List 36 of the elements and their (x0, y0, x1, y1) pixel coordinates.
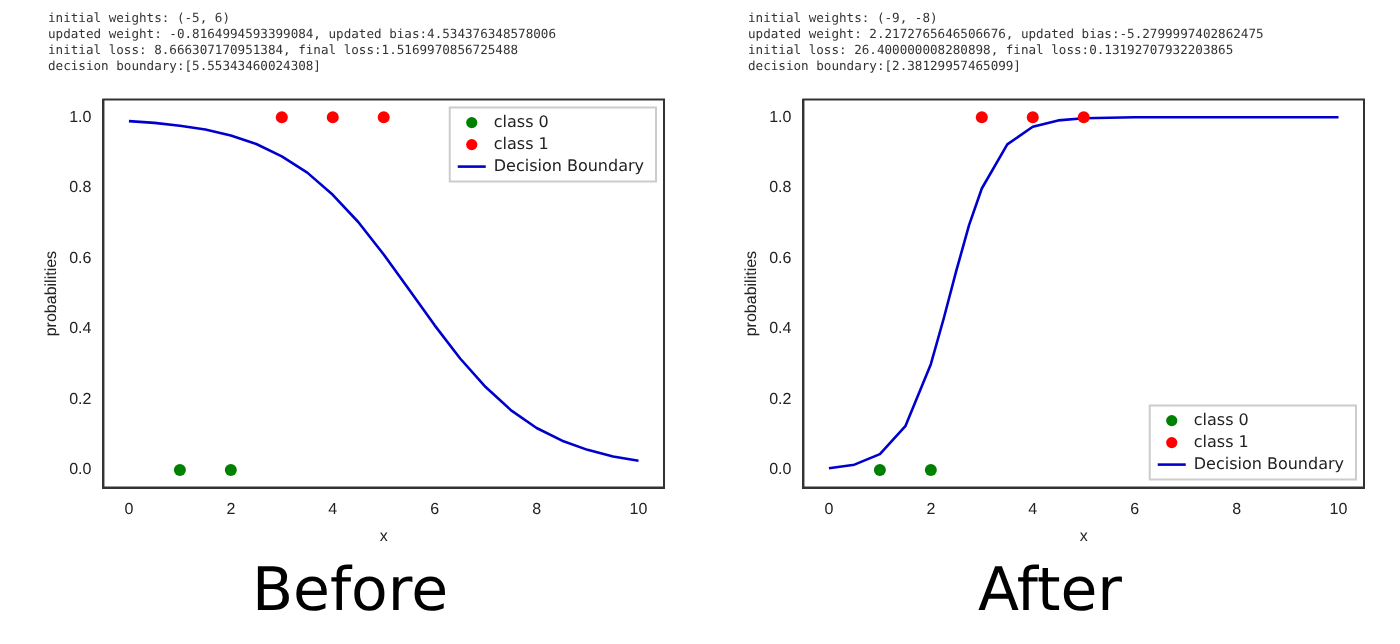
legend-label: Decision Boundary (1193, 454, 1345, 473)
legend-label: class 1 (1193, 432, 1249, 451)
x-tick-label: 2 (926, 499, 937, 518)
text: Before (249, 556, 451, 626)
y-tick-label: 0.6 (69, 248, 93, 267)
y-tick-label: 0.0 (69, 460, 93, 479)
x-axis-title: x (379, 526, 388, 545)
y-tick-label: 1.0 (69, 107, 93, 126)
legend-label: Decision Boundary (493, 156, 645, 175)
x-tick-label: 4 (328, 499, 339, 518)
legend-label: class 0 (493, 112, 549, 131)
y-tick-label: 0.2 (69, 389, 93, 408)
y-tick-label: 0.4 (69, 319, 93, 338)
y-axis-title: probabilities (42, 250, 61, 337)
y-tick-label: 1.0 (769, 107, 793, 126)
x-axis-title: x (1079, 526, 1088, 545)
y-axis-title: probabilities (742, 250, 761, 337)
legend-label: class 0 (1193, 410, 1249, 429)
y-tick-label: 0.2 (769, 389, 793, 408)
x-tick-label: 2 (226, 499, 237, 518)
x-tick-label: 8 (532, 499, 543, 518)
x-tick-label: 6 (430, 499, 441, 518)
x-tick-label: 0 (124, 499, 135, 518)
x-tick-label: 0 (824, 499, 835, 518)
y-tick-label: 0.8 (769, 178, 793, 197)
x-tick-label: 4 (1028, 499, 1039, 518)
text: After (975, 556, 1125, 626)
legend-label: class 1 (493, 134, 549, 153)
x-tick-label: 6 (1130, 499, 1141, 518)
y-tick-label: 0.4 (769, 319, 793, 338)
y-tick-label: 0.0 (769, 460, 793, 479)
x-tick-label: 10 (629, 499, 649, 518)
x-tick-label: 8 (1232, 499, 1243, 518)
y-tick-label: 0.6 (769, 248, 793, 267)
x-tick-label: 10 (1329, 499, 1349, 518)
y-tick-label: 0.8 (69, 178, 93, 197)
